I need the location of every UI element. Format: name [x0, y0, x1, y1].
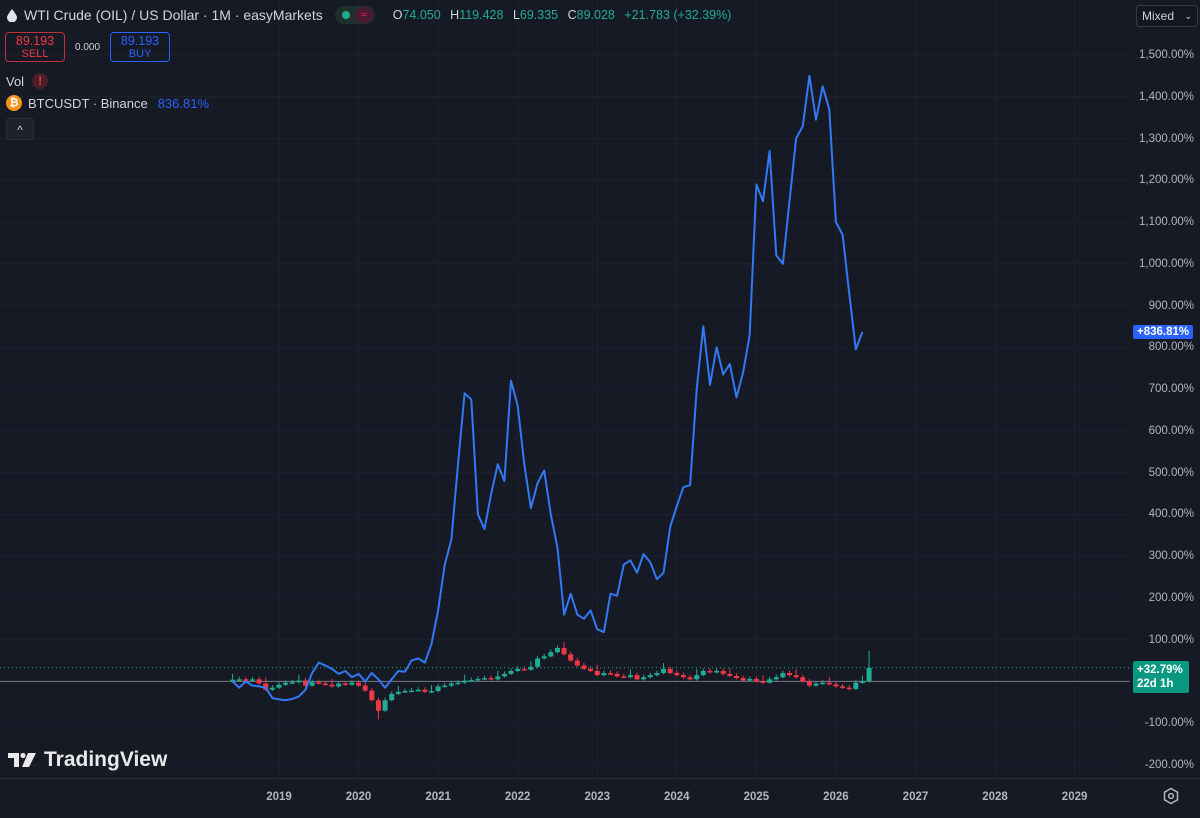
- collapse-legend-button[interactable]: ^: [6, 118, 34, 140]
- btc-compare-line[interactable]: [231, 74, 864, 702]
- price-axis-tick: 1,500.00%: [1139, 49, 1194, 61]
- price-axis-tick: 600.00%: [1148, 424, 1194, 437]
- trade-panel: 89.193 SELL 0.000 89.193 BUY: [5, 32, 171, 62]
- change-value: +21.783 (+32.39%): [624, 8, 732, 22]
- price-axis[interactable]: 1,500.00% 1,400.00% 1,300.00% 1,200.00% 1,10…: [1130, 0, 1200, 778]
- chart-canvas[interactable]: [0, 0, 1130, 778]
- open-value: 74.050: [402, 8, 441, 22]
- tradingview-logo-icon: [8, 752, 36, 767]
- time-axis-tick: 2020: [345, 791, 372, 803]
- scale-mode-label: Mixed: [1142, 9, 1175, 23]
- price-axis-tick: 200.00%: [1148, 591, 1194, 604]
- price-axis-tick: 1,000.00%: [1139, 257, 1194, 270]
- buy-price: 89.193: [120, 34, 160, 48]
- price-axis-tick: 800.00%: [1148, 341, 1194, 354]
- settings-gear-icon[interactable]: [1162, 787, 1180, 805]
- open-label: O: [392, 8, 403, 22]
- time-axis-tick: 2019: [266, 791, 292, 803]
- oil-candles[interactable]: [230, 642, 872, 720]
- low-label: L: [512, 8, 520, 22]
- time-axis-tick: 2027: [902, 791, 929, 803]
- market-status-pill[interactable]: ≈: [334, 6, 375, 24]
- btc-last-value-badge: +836.81%: [1133, 325, 1194, 339]
- price-axis-tick: -200.00%: [1144, 758, 1194, 771]
- oil-last-value-badge: +32.79% 22d 1h: [1133, 661, 1189, 693]
- close-value: 89.028: [576, 8, 615, 22]
- warning-icon[interactable]: !: [32, 73, 49, 89]
- market-open-dot-icon: [341, 11, 350, 19]
- price-axis-tick: 1,200.00%: [1139, 174, 1194, 187]
- symbol-legend: WTI Crude (OIL) / US Dollar · 1M · easyM…: [6, 6, 731, 24]
- price-axis-tick: 400.00%: [1148, 508, 1194, 521]
- price-axis-tick: -100.00%: [1144, 717, 1194, 730]
- sell-button[interactable]: 89.193 SELL: [5, 32, 65, 62]
- volume-indicator-legend[interactable]: Vol !: [6, 73, 49, 89]
- oil-drop-icon: [7, 9, 17, 22]
- price-axis-tick: 700.00%: [1148, 383, 1194, 396]
- price-axis-tick: 1,400.00%: [1139, 90, 1194, 103]
- compare-symbol-name: BTCUSDT · Binance: [28, 95, 148, 111]
- time-axis-tick: 2029: [1061, 791, 1088, 803]
- chart-pane[interactable]: [0, 0, 1130, 778]
- chevron-down-icon: ⌄: [1184, 11, 1192, 21]
- data-problem-icon[interactable]: ≈: [354, 7, 373, 23]
- compare-symbol-legend[interactable]: ₿ BTCUSDT · Binance 836.81%: [6, 95, 209, 111]
- volume-label: Vol: [6, 73, 25, 89]
- time-axis-tick: 2028: [982, 791, 1008, 803]
- ohlc-values: O74.050 H119.428 L69.335 C89.028 +21.783…: [387, 8, 732, 22]
- price-axis-tick: 300.00%: [1148, 550, 1194, 563]
- bar-countdown: 22d 1h: [1137, 678, 1174, 690]
- buy-label: BUY: [128, 48, 152, 60]
- sell-price: 89.193: [15, 34, 55, 48]
- time-axis-tick: 2022: [504, 791, 531, 803]
- time-axis-tick: 2024: [664, 791, 690, 803]
- time-axis-tick: 2021: [425, 791, 451, 803]
- spread-value: 0.000: [75, 41, 101, 53]
- sell-label: SELL: [21, 48, 49, 60]
- brand-name: TradingView: [44, 748, 168, 771]
- tradingview-logo[interactable]: TradingView: [8, 748, 167, 772]
- high-label: H: [450, 8, 460, 22]
- buy-button[interactable]: 89.193 BUY: [110, 32, 171, 62]
- symbol-title[interactable]: WTI Crude (OIL) / US Dollar · 1M · easyM…: [24, 7, 323, 23]
- bitcoin-icon: ₿: [6, 95, 22, 111]
- price-axis-tick: 900.00%: [1148, 299, 1194, 312]
- oil-last-pct: +32.79%: [1137, 664, 1183, 676]
- chevron-up-icon: ^: [17, 123, 23, 137]
- price-axis-tick: 100.00%: [1148, 633, 1194, 646]
- time-axis-tick: 2025: [743, 791, 770, 803]
- high-value: 119.428: [459, 8, 504, 22]
- time-axis-tick: 2026: [823, 791, 849, 803]
- price-axis-tick: 500.00%: [1148, 466, 1194, 479]
- close-label: C: [567, 8, 577, 22]
- price-axis-tick: 1,300.00%: [1139, 132, 1194, 145]
- low-value: 69.335: [519, 8, 559, 22]
- scale-mode-dropdown[interactable]: Mixed ⌄: [1136, 5, 1198, 27]
- time-axis-tick: 2023: [584, 791, 611, 803]
- time-axis[interactable]: 2019 2020 2021 2022 2023 2024 2025 2026 2027 2028…: [0, 778, 1200, 818]
- price-axis-tick: 1,100.00%: [1139, 216, 1194, 229]
- compare-symbol-pct: 836.81%: [157, 95, 210, 111]
